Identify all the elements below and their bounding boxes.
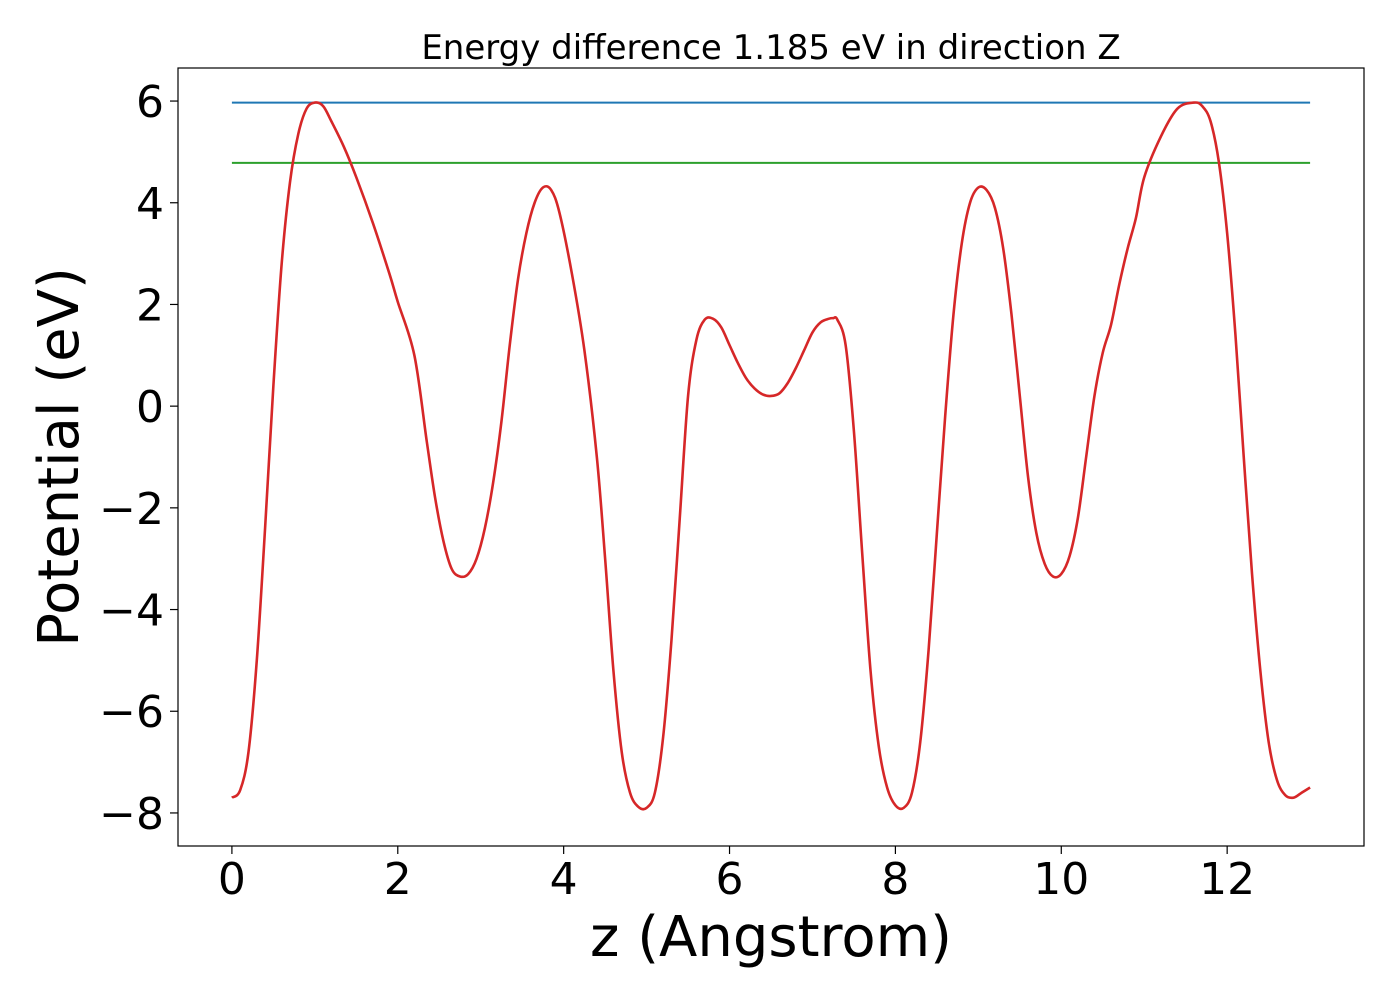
x-tick-label: 10 [1033, 854, 1089, 905]
x-axis-label: z (Angstrom) [590, 905, 952, 970]
y-tick-label: −6 [99, 687, 164, 738]
y-axis-label: Potential (eV) [27, 267, 92, 647]
x-axis-ticks: 0 2 4 6 8 10 12 [218, 846, 1255, 905]
x-tick-label: 2 [384, 854, 412, 905]
series-line-potential [231, 101, 1311, 811]
y-tick-label: 0 [136, 382, 164, 433]
y-tick-label: 6 [136, 77, 164, 128]
y-tick-label: −2 [99, 484, 164, 535]
y-tick-label: 2 [136, 280, 164, 331]
plot-frame [177, 67, 1365, 847]
y-tick-label: 4 [136, 179, 164, 230]
y-tick-label: −4 [99, 586, 164, 637]
y-axis-ticks: 6 4 2 0 −2 −4 −6 −8 [99, 77, 178, 840]
plot-area [178, 68, 1364, 846]
series-layer [231, 101, 1311, 811]
x-tick-label: 4 [550, 854, 578, 905]
x-tick-label: 0 [218, 854, 246, 905]
x-tick-label: 12 [1199, 854, 1255, 905]
y-tick-label: −8 [99, 789, 164, 840]
chart-title: Energy difference 1.185 eV in direction … [421, 28, 1120, 68]
x-tick-label: 8 [881, 854, 909, 905]
x-tick-label: 6 [716, 854, 744, 905]
